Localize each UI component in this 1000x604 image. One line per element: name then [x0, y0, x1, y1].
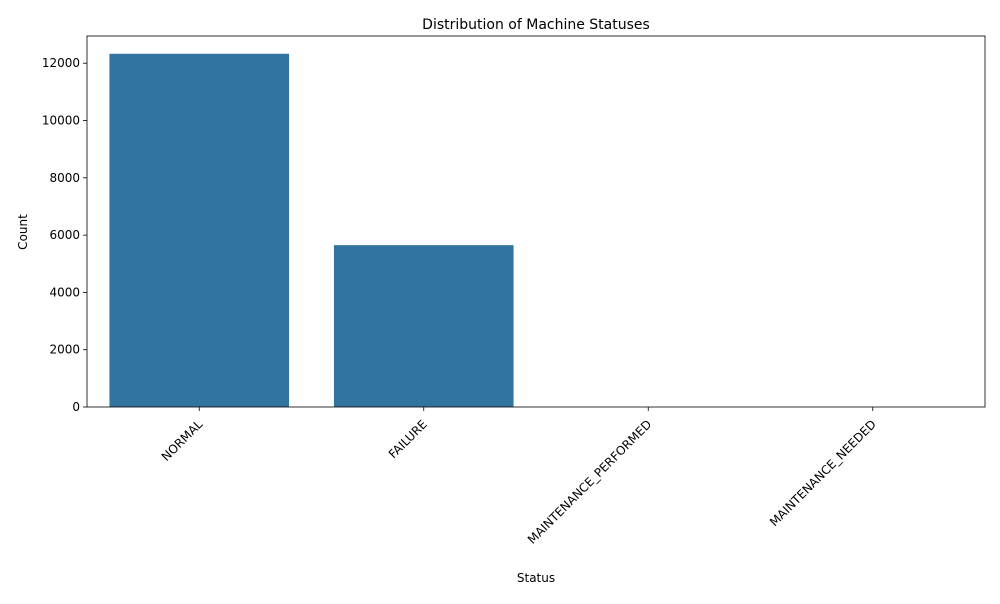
- y-tick-label: 6000: [49, 228, 80, 242]
- y-tick-label: 2000: [49, 343, 80, 357]
- y-tick-label: 4000: [49, 285, 80, 299]
- x-tick-label: MAINTENANCE_PERFORMED: [525, 417, 655, 546]
- plot-frame: [86, 35, 986, 408]
- bar: [109, 53, 290, 408]
- y-tick-label: 0: [72, 400, 80, 414]
- bars-layer: [109, 53, 514, 408]
- bar: [333, 245, 514, 407]
- x-axis-label: Status: [517, 571, 555, 585]
- x-tick-label: FAILURE: [386, 417, 430, 461]
- x-tick-label: MAINTENANCE_NEEDED: [767, 417, 879, 529]
- y-tick-label: 12000: [42, 56, 80, 70]
- y-tick-label: 8000: [49, 171, 80, 185]
- y-axis-label: Count: [16, 214, 30, 250]
- chart-title: Distribution of Machine Statuses: [422, 17, 650, 33]
- y-tick-label: 10000: [42, 114, 80, 128]
- axes-layer: [86, 35, 986, 408]
- x-tick-label: NORMAL: [159, 417, 206, 464]
